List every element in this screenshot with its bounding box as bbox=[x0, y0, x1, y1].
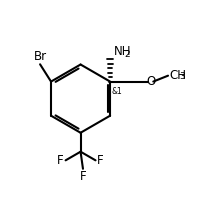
Text: NH: NH bbox=[114, 45, 131, 58]
Text: 2: 2 bbox=[124, 50, 130, 59]
Text: Br: Br bbox=[34, 50, 47, 63]
Text: F: F bbox=[80, 170, 86, 183]
Text: 3: 3 bbox=[179, 73, 185, 81]
Text: CH: CH bbox=[170, 69, 187, 82]
Text: O: O bbox=[146, 75, 155, 88]
Text: F: F bbox=[57, 154, 64, 167]
Text: &1: &1 bbox=[112, 88, 123, 96]
Text: F: F bbox=[97, 154, 104, 167]
